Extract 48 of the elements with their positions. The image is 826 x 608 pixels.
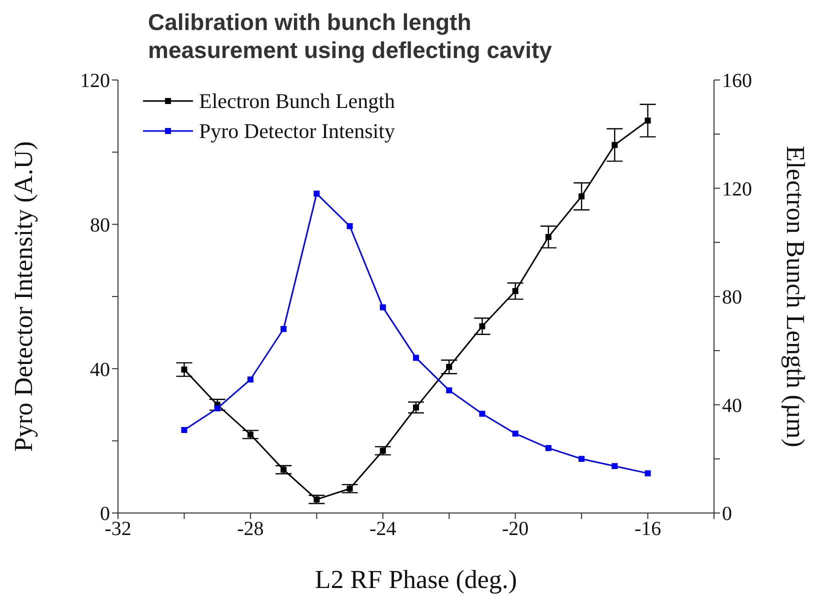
point xyxy=(479,410,486,417)
point xyxy=(578,456,585,462)
point xyxy=(512,288,518,294)
point xyxy=(280,466,287,473)
y2-tick-label: 40 xyxy=(722,394,742,417)
x-tick-label: -28 xyxy=(237,518,264,540)
point xyxy=(346,223,353,230)
legend-label: Pyro Detector Intensity xyxy=(198,118,395,145)
x-tick-label: -24 xyxy=(370,518,396,540)
point xyxy=(413,404,419,410)
chart-title: Calibration with bunch length measurement using deflecting cavity xyxy=(148,8,552,64)
y2-tick-label: 0 xyxy=(722,503,732,526)
x-axis-title: L2 RF Phase (deg.) xyxy=(314,565,518,594)
y2-tick-label: 120 xyxy=(722,178,752,200)
point xyxy=(280,326,287,332)
y-tick-label: 80 xyxy=(90,214,110,236)
y-axis-title: Pyro Detector Intensity (A.U) xyxy=(9,141,38,452)
point xyxy=(380,304,386,310)
point xyxy=(247,376,254,382)
point xyxy=(413,354,419,361)
y2-tick-label: 80 xyxy=(722,286,742,309)
point xyxy=(644,118,651,124)
point xyxy=(612,463,618,470)
point xyxy=(314,190,320,197)
point xyxy=(545,445,552,452)
point xyxy=(446,387,452,394)
y-tick-label: 40 xyxy=(90,358,110,381)
y2-tick-label: 160 xyxy=(722,70,752,92)
point xyxy=(578,193,585,200)
x-tick-label: -20 xyxy=(502,518,529,540)
point xyxy=(346,486,353,492)
point xyxy=(214,405,220,412)
point xyxy=(545,234,552,240)
point xyxy=(612,142,618,148)
point xyxy=(380,448,386,454)
point xyxy=(247,432,254,438)
point xyxy=(479,323,486,330)
point xyxy=(644,470,651,476)
y2-axis-title: Electron Bunch Length (µm) xyxy=(780,146,810,448)
y-tick-label: 0 xyxy=(100,503,110,526)
x-tick-label: -16 xyxy=(634,518,662,540)
point xyxy=(181,366,188,373)
point xyxy=(314,496,320,502)
y-tick-label: 120 xyxy=(80,70,110,92)
point xyxy=(446,364,452,370)
point xyxy=(512,430,518,437)
point xyxy=(181,427,188,434)
legend-label: Electron Bunch Length xyxy=(198,88,395,115)
